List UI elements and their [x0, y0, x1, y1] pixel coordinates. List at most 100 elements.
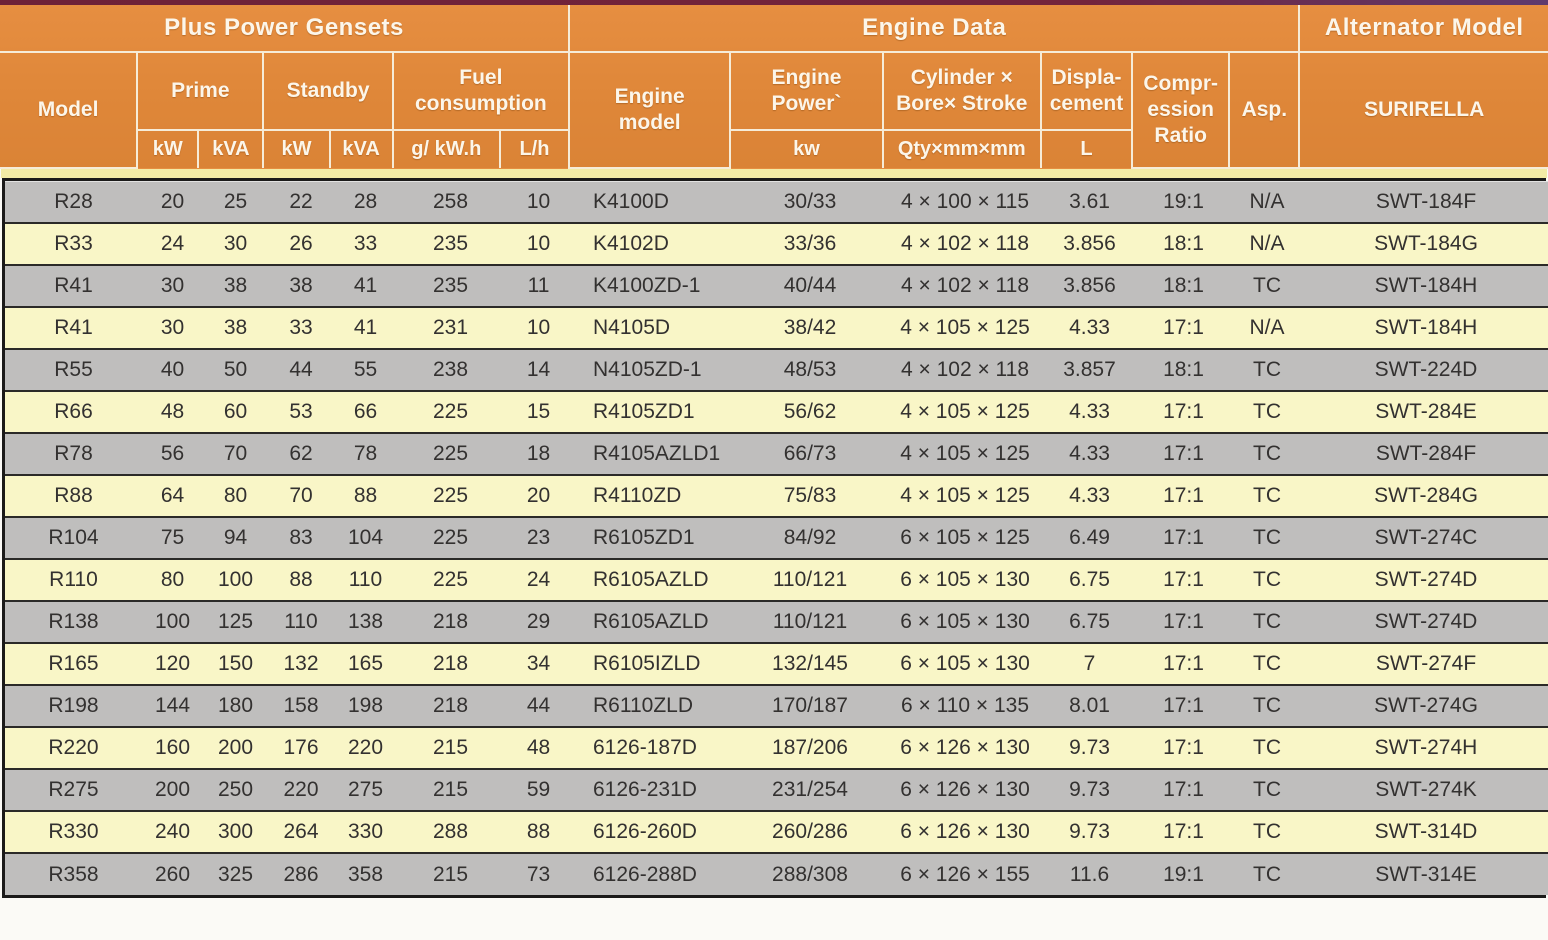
col-header-engine-model: Engine model: [568, 51, 732, 169]
cell-cylinder-bore-stroke: 6 × 126 × 155: [900, 862, 1030, 886]
cell-alternator-model: SWT-274F: [1375, 652, 1477, 675]
col-header-compression-ratio: Compr- ession Ratio: [1131, 51, 1231, 169]
cell-standby-kw: 286: [283, 862, 319, 886]
cell-standby-kw: 26: [289, 232, 313, 255]
unit-fuel-g-kwh: g/ kW.h: [391, 129, 501, 168]
cell-standby-kw: 264: [283, 820, 319, 843]
cell-compression-ratio: 17:1: [1163, 610, 1204, 633]
cell-displacement: 4.33: [1069, 316, 1110, 339]
cell-engine-power: 30/33: [783, 189, 837, 213]
cell-aspiration: TC: [1253, 736, 1281, 759]
cell-fuel-g-kwh: 225: [432, 442, 469, 465]
cell-fuel-lh: 48: [526, 736, 551, 759]
cell-prime-kw: 200: [154, 778, 191, 801]
cell-fuel-lh: 29: [526, 610, 551, 633]
cell-standby-kw: 62: [289, 442, 313, 465]
cell-cylinder-bore-stroke: 6 × 105 × 125: [900, 526, 1030, 549]
cell-engine-model: R6105IZLD: [593, 652, 701, 675]
cell-fuel-g-kwh: 225: [432, 484, 469, 507]
col-header-aspiration: Asp.: [1228, 51, 1301, 169]
table-body: R28 20 25 22 28 258 10 K4100D 30/33 4 × …: [5, 181, 1548, 895]
cell-displacement: 3.856: [1063, 274, 1116, 297]
cell-model: R66: [54, 400, 93, 423]
cell-aspiration: N/A: [1249, 316, 1285, 339]
cell-prime-kva: 200: [217, 736, 254, 759]
cell-aspiration: TC: [1253, 778, 1281, 801]
cell-engine-power: 48/53: [783, 358, 837, 381]
cell-standby-kva: 110: [348, 568, 383, 591]
cell-alternator-model: SWT-274D: [1374, 610, 1478, 633]
cell-engine-model: 6126-288D: [593, 862, 697, 886]
cell-cylinder-bore-stroke: 4 × 105 × 125: [900, 400, 1030, 423]
cell-aspiration: TC: [1253, 820, 1281, 843]
cell-displacement: 3.856: [1063, 232, 1116, 255]
cell-standby-kw: 88: [289, 568, 313, 591]
cell-displacement: 4.33: [1069, 400, 1110, 423]
cell-engine-power: 40/44: [783, 274, 837, 297]
unit-prime-kw: kW: [137, 129, 200, 168]
cell-alternator-model: SWT-314E: [1375, 862, 1477, 886]
cell-fuel-g-kwh: 288: [432, 820, 469, 843]
spec-table-data-area: R28 20 25 22 28 258 10 K4100D 30/33 4 × …: [2, 178, 1548, 898]
cell-prime-kw: 30: [160, 316, 185, 339]
cell-cylinder-bore-stroke: 6 × 126 × 130: [900, 820, 1030, 843]
cell-displacement: 9.73: [1069, 820, 1110, 843]
cell-fuel-g-kwh: 215: [432, 778, 469, 801]
cell-engine-model: R4105AZLD1: [593, 442, 721, 465]
cell-engine-model: R4105ZD1: [593, 400, 695, 423]
cell-alternator-model: SWT-284E: [1375, 400, 1477, 423]
cell-compression-ratio: 19:1: [1163, 862, 1204, 886]
cell-standby-kva: 33: [353, 232, 378, 255]
unit-cylinder-qty: Qty×mm×mm: [881, 129, 1042, 168]
cell-displacement: 3.61: [1069, 189, 1110, 213]
cell-fuel-lh: 73: [526, 862, 551, 886]
cell-engine-power: 38/42: [783, 316, 837, 339]
cell-alternator-model: SWT-224D: [1374, 358, 1478, 381]
cell-standby-kw: 83: [289, 526, 313, 549]
cell-fuel-g-kwh: 238: [432, 358, 469, 381]
cell-prime-kva: 25: [223, 189, 248, 213]
header-divider-strip: [1, 169, 1547, 178]
cell-alternator-model: SWT-184F: [1375, 189, 1477, 213]
cell-standby-kw: 53: [289, 400, 313, 423]
cell-prime-kw: 144: [154, 694, 191, 717]
cell-model: R275: [48, 778, 99, 801]
cell-engine-model: K4102D: [593, 232, 669, 255]
cell-aspiration: TC: [1253, 652, 1281, 675]
genset-row: R330 240 300 264 330 288 88 6126-260D 26…: [5, 811, 1548, 853]
cell-fuel-g-kwh: 215: [432, 736, 469, 759]
genset-row: R55 40 50 44 55 238 14 N4105ZD-1 48/53 4…: [5, 349, 1548, 391]
cell-compression-ratio: 17:1: [1163, 568, 1204, 591]
cell-aspiration: TC: [1253, 400, 1281, 423]
cell-engine-power: 66/73: [783, 442, 837, 465]
cell-model: R165: [48, 652, 99, 675]
cell-engine-power: 110/121: [772, 610, 848, 633]
cell-displacement: 4.33: [1069, 484, 1110, 507]
cell-compression-ratio: 17:1: [1163, 694, 1204, 717]
unit-displacement-l: L: [1039, 129, 1133, 168]
genset-row: R33 24 30 26 33 235 10 K4102D 33/36 4 × …: [5, 223, 1548, 265]
cell-engine-power: 288/308: [772, 862, 848, 886]
cell-engine-model: N4105D: [593, 316, 671, 339]
spec-table-data: R28 20 25 22 28 258 10 K4100D 30/33 4 × …: [5, 181, 1548, 895]
col-header-prime: Prime: [136, 51, 265, 131]
genset-row: R165 120 150 132 165 218 34 R6105IZLD 13…: [5, 643, 1548, 685]
cell-compression-ratio: 17:1: [1163, 778, 1204, 801]
cell-prime-kva: 325: [217, 862, 254, 886]
unit-standby-kva: kVA: [328, 129, 394, 168]
cell-engine-power: 75/83: [783, 484, 837, 507]
cell-prime-kva: 94: [223, 526, 248, 549]
cell-model: R41: [54, 274, 93, 297]
cell-fuel-lh: 20: [526, 484, 551, 507]
col-header-displacement: Displa- cement: [1039, 51, 1134, 131]
cell-alternator-model: SWT-284F: [1375, 442, 1477, 465]
cell-standby-kva: 138: [347, 610, 384, 633]
genset-row: R78 56 70 62 78 225 18 R4105AZLD1 66/73 …: [5, 433, 1548, 475]
cell-fuel-g-kwh: 218: [432, 652, 469, 675]
cell-cylinder-bore-stroke: 6 × 105 × 130: [900, 610, 1030, 633]
cell-engine-power: 56/62: [783, 400, 837, 423]
cell-displacement: 8.01: [1069, 694, 1110, 717]
col-header-surirella: SURIRELLA: [1298, 51, 1548, 169]
cell-cylinder-bore-stroke: 4 × 102 × 118: [900, 274, 1030, 297]
genset-row: R358 260 325 286 358 215 73 6126-288D 28…: [5, 853, 1548, 895]
